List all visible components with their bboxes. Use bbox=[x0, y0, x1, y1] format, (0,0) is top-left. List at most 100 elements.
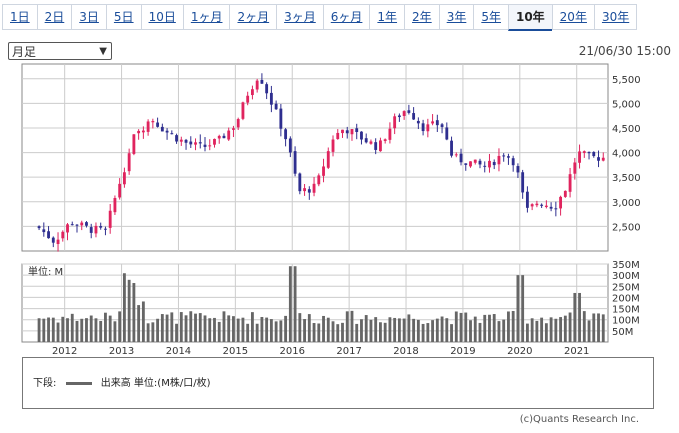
volume-bar bbox=[203, 315, 207, 342]
volume-bar bbox=[540, 317, 544, 342]
volume-bar bbox=[464, 312, 468, 342]
volume-bar bbox=[322, 315, 325, 342]
volume-bar bbox=[250, 312, 254, 342]
volume-bar bbox=[578, 292, 581, 342]
candle-body bbox=[51, 237, 55, 243]
volume-bar bbox=[336, 324, 340, 342]
candle-body bbox=[502, 155, 506, 157]
volume-bar bbox=[89, 315, 93, 342]
candle-body bbox=[118, 183, 122, 198]
candle-body bbox=[37, 226, 41, 229]
candle-body bbox=[194, 142, 197, 145]
tab-5年[interactable]: 5年 bbox=[473, 4, 508, 30]
candle-body bbox=[525, 191, 529, 208]
candle-body bbox=[279, 108, 283, 129]
volume-bar bbox=[497, 321, 501, 342]
candle-body bbox=[388, 128, 392, 140]
candle-body bbox=[416, 120, 420, 124]
tab-20年[interactable]: 20年 bbox=[551, 4, 594, 30]
tab-3ヶ月[interactable]: 3ヶ月 bbox=[276, 4, 323, 30]
x-tick-label: 2021 bbox=[564, 346, 589, 357]
volume-tick-label: 300M bbox=[612, 271, 640, 282]
volume-bar bbox=[156, 318, 160, 342]
candle-body bbox=[374, 142, 378, 150]
volume-bar bbox=[511, 311, 515, 342]
candle-body bbox=[170, 133, 174, 135]
volume-unit-label: 単位: M bbox=[28, 265, 63, 278]
volume-bar bbox=[369, 319, 373, 342]
candle-body bbox=[445, 127, 449, 140]
volume-bar bbox=[293, 266, 297, 342]
volume-bar bbox=[108, 315, 112, 342]
volume-tick-label: 50M bbox=[612, 327, 633, 338]
volume-bar bbox=[122, 273, 126, 342]
volume-bar bbox=[56, 322, 60, 342]
volume-bar bbox=[165, 314, 169, 342]
candle-body bbox=[530, 204, 534, 207]
candle-body bbox=[250, 89, 254, 96]
candle-body bbox=[464, 163, 468, 165]
candle-body bbox=[587, 151, 591, 154]
candle-body bbox=[61, 231, 65, 239]
tab-2年[interactable]: 2年 bbox=[404, 4, 439, 30]
candle-body bbox=[288, 138, 292, 153]
volume-bar bbox=[568, 312, 572, 342]
volume-bar bbox=[151, 322, 155, 342]
volume-bar bbox=[355, 323, 359, 342]
volume-bar bbox=[222, 311, 226, 342]
candle-body bbox=[426, 124, 430, 132]
candle-body bbox=[322, 166, 325, 176]
tab-3年[interactable]: 3年 bbox=[438, 4, 474, 30]
volume-bar bbox=[530, 318, 534, 342]
candle-body bbox=[440, 124, 444, 127]
volume-bar bbox=[37, 318, 41, 342]
price-tick-label: 5,000 bbox=[612, 99, 641, 110]
tab-1ヶ月[interactable]: 1ヶ月 bbox=[182, 4, 230, 30]
candle-body bbox=[336, 132, 340, 140]
volume-bar bbox=[431, 320, 435, 342]
volume-bar bbox=[388, 317, 392, 342]
tab-10年[interactable]: 10年 bbox=[507, 4, 552, 31]
volume-bar bbox=[469, 320, 472, 342]
tab-3日[interactable]: 3日 bbox=[71, 4, 106, 30]
tab-10日[interactable]: 10日 bbox=[140, 4, 183, 30]
legend-box: 下段: 出来高 単位:(M株/口/枚) bbox=[22, 357, 654, 409]
volume-bar bbox=[407, 314, 411, 342]
candle-body bbox=[213, 138, 216, 145]
candle-body bbox=[208, 145, 212, 147]
tab-2ヶ月[interactable]: 2ヶ月 bbox=[229, 4, 277, 30]
volume-bar bbox=[473, 316, 477, 342]
volume-bar bbox=[255, 323, 259, 342]
candle-body bbox=[459, 153, 463, 163]
candle-body bbox=[435, 120, 439, 126]
volume-bar bbox=[426, 323, 430, 342]
volume-bar bbox=[492, 314, 496, 342]
period-select[interactable]: 月足 ▼ bbox=[8, 42, 112, 60]
tab-1日[interactable]: 1日 bbox=[2, 4, 37, 30]
candle-body bbox=[478, 160, 482, 165]
candle-body bbox=[122, 172, 126, 185]
tab-6ヶ月[interactable]: 6ヶ月 bbox=[322, 4, 370, 30]
candle-body bbox=[369, 141, 373, 144]
candle-body bbox=[407, 110, 411, 113]
volume-bar bbox=[374, 317, 378, 342]
volume-bar bbox=[516, 275, 520, 342]
price-tick-label: 4,000 bbox=[612, 149, 641, 160]
volume-bar bbox=[507, 311, 510, 342]
tab-30年[interactable]: 30年 bbox=[593, 4, 638, 30]
candle-body bbox=[104, 228, 107, 230]
candle-body bbox=[483, 165, 487, 167]
candle-body bbox=[578, 151, 581, 163]
candle-body bbox=[350, 129, 354, 135]
candle-body bbox=[236, 119, 240, 128]
candle-body bbox=[331, 139, 335, 152]
tab-1年[interactable]: 1年 bbox=[369, 4, 405, 30]
candle-body bbox=[397, 115, 401, 118]
tab-2日[interactable]: 2日 bbox=[36, 4, 72, 30]
candle-body bbox=[156, 122, 160, 127]
volume-bar bbox=[61, 316, 65, 342]
tab-5日[interactable]: 5日 bbox=[105, 4, 141, 30]
volume-bar bbox=[127, 279, 131, 342]
volume-bar bbox=[488, 314, 491, 342]
price-tick-label: 5,500 bbox=[612, 75, 641, 86]
